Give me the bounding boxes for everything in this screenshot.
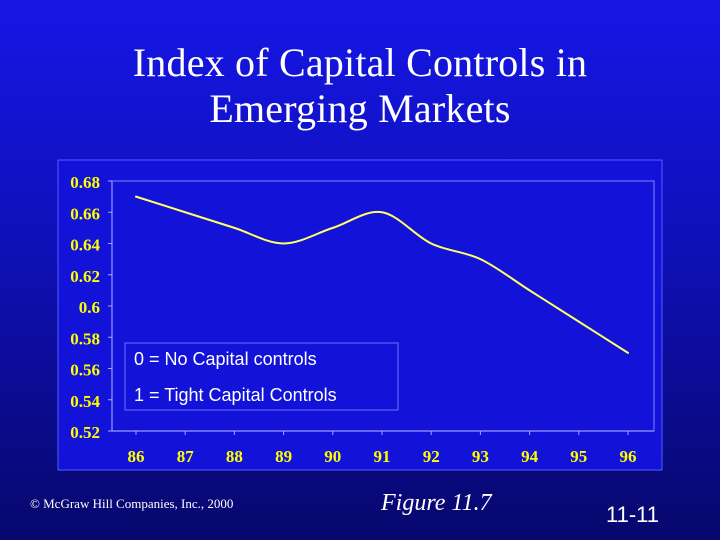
data-point [135, 195, 137, 198]
data-point [282, 242, 285, 245]
x-tick-label: 87 [177, 447, 195, 466]
x-tick-label: 91 [374, 447, 391, 466]
y-tick-label: 0.64 [70, 236, 100, 255]
data-point [627, 351, 629, 354]
legend-text-no-controls: 0 = No Capital controls [134, 349, 317, 369]
x-tick-label: 88 [226, 447, 243, 466]
y-tick-label: 0.52 [70, 423, 100, 442]
y-tick-label: 0.66 [70, 204, 100, 223]
data-point [381, 211, 383, 214]
data-point [430, 242, 433, 245]
y-tick-label: 0.68 [70, 173, 100, 192]
slide-title: Index of Capital Controls in Emerging Ma… [0, 40, 720, 132]
title-line-1: Index of Capital Controls in [132, 40, 588, 85]
x-tick-label: 93 [472, 447, 489, 466]
x-tick-label: 90 [324, 447, 341, 466]
data-point [331, 226, 334, 229]
y-tick-label: 0.62 [70, 267, 100, 286]
x-tick-label: 86 [128, 447, 145, 466]
data-point [479, 258, 482, 261]
data-point [528, 289, 531, 292]
y-tick-label: 0.54 [70, 392, 100, 411]
y-tick-label: 0.58 [70, 329, 100, 348]
copyright-text: © McGraw Hill Companies, Inc., 2000 [30, 496, 234, 511]
x-tick-label: 89 [275, 447, 292, 466]
y-tick-label: 0.56 [70, 361, 100, 380]
page-number: 11-11 [606, 502, 660, 527]
x-tick-label: 96 [620, 447, 637, 466]
data-point [577, 320, 580, 323]
figure-label: Figure 11.7 [381, 490, 492, 516]
data-point [184, 211, 187, 214]
legend-text-tight-controls: 1 = Tight Capital Controls [134, 385, 337, 405]
x-tick-label: 94 [521, 447, 539, 466]
legend-box [124, 342, 399, 411]
y-tick-label: 0.6 [79, 298, 100, 317]
title-line-2: Emerging Markets [209, 86, 511, 131]
x-tick-label: 92 [423, 447, 440, 466]
data-point [233, 226, 236, 229]
x-tick-label: 95 [570, 447, 587, 466]
